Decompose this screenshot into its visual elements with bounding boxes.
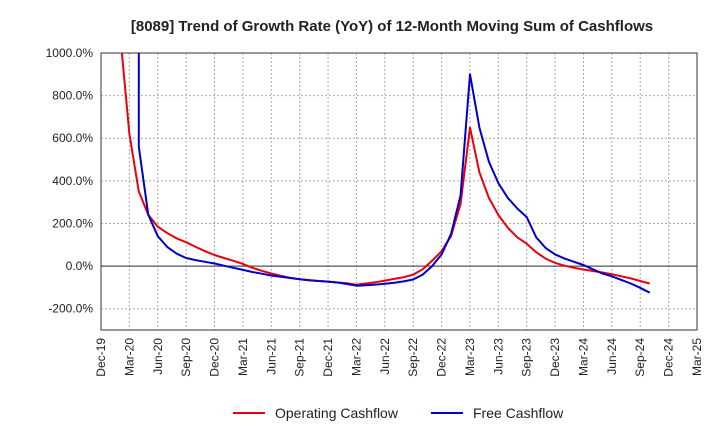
x-tick-label: Mar-25 [690, 338, 704, 376]
x-tick-label: Mar-21 [236, 338, 250, 376]
x-tick-label: Jun-24 [605, 338, 619, 375]
y-tick-label: 400.0% [52, 174, 93, 188]
y-tick-label: 1000.0% [46, 46, 94, 60]
series-line-operating-cashflow [120, 53, 650, 286]
y-tick-label: 600.0% [52, 131, 93, 145]
x-tick-label: Dec-23 [548, 338, 562, 377]
chart-title: [8089] Trend of Growth Rate (YoY) of 12-… [131, 18, 653, 35]
x-tick-label: Mar-20 [122, 338, 136, 376]
x-tick-label: Jun-21 [264, 338, 278, 375]
plot-frame [100, 52, 698, 331]
grid [101, 53, 697, 330]
x-tick-label: Sep-21 [293, 338, 307, 377]
series-line-free-cashflow [137, 53, 651, 294]
x-tick-label: Mar-23 [463, 338, 477, 376]
x-tick-label: Sep-20 [179, 338, 193, 377]
x-tick-label: Mar-22 [349, 338, 363, 376]
x-tick-label: Dec-22 [435, 338, 449, 377]
y-tick-label: 0.0% [66, 259, 94, 273]
legend: Operating Cashflow Free Cashflow [233, 405, 564, 421]
x-tick-label: Sep-24 [633, 338, 647, 377]
axes: -200.0% 0.0% 200.0% 400.0% 600.0% 800.0% 1000.… [46, 46, 704, 377]
y-tick-label: 800.0% [52, 89, 93, 103]
legend-label-free-cashflow: Free Cashflow [473, 405, 564, 421]
x-tick-label: Sep-22 [406, 338, 420, 377]
x-tick-label: Dec-20 [208, 338, 222, 377]
x-tick-label: Dec-21 [321, 338, 335, 377]
y-tick-label: 200.0% [52, 216, 93, 230]
x-tick-label: Mar-24 [576, 338, 590, 376]
x-tick-label: Jun-22 [378, 338, 392, 375]
y-tick-label: -200.0% [48, 302, 93, 316]
legend-label-operating-cashflow: Operating Cashflow [275, 405, 399, 421]
x-tick-label: Jun-20 [151, 338, 165, 375]
x-tick-label: Sep-23 [520, 338, 534, 377]
x-tick-label: Jun-23 [491, 338, 505, 375]
series [120, 53, 651, 294]
x-tick-label: Dec-19 [94, 338, 108, 377]
x-tick-label: Dec-24 [662, 338, 676, 377]
